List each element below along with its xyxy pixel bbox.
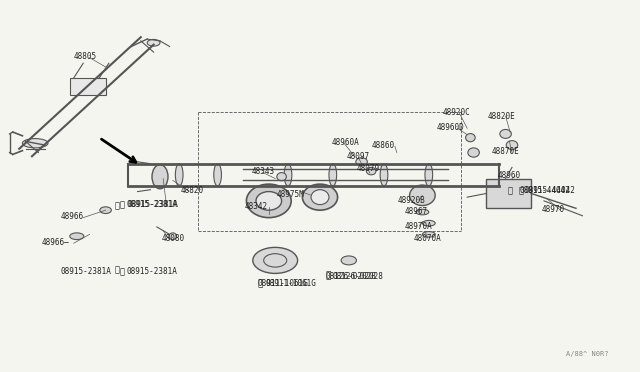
Text: 48960D: 48960D — [436, 123, 464, 132]
Text: 08915-2381A: 08915-2381A — [126, 267, 177, 276]
Text: 08126-02028: 08126-02028 — [333, 272, 383, 280]
Text: 48966: 48966 — [61, 212, 84, 221]
Text: 08126-02028: 08126-02028 — [325, 272, 376, 280]
Ellipse shape — [468, 148, 479, 157]
Bar — [70, 78, 106, 95]
Text: 48967: 48967 — [404, 207, 428, 216]
Text: 48820: 48820 — [180, 186, 204, 195]
Text: Ⓟ: Ⓟ — [120, 267, 125, 276]
Text: 48920B: 48920B — [398, 196, 426, 205]
Text: Ⓝ: Ⓝ — [258, 279, 263, 288]
Text: 08915-44042: 08915-44042 — [525, 186, 575, 195]
Ellipse shape — [175, 164, 183, 186]
Ellipse shape — [284, 164, 292, 186]
Ellipse shape — [380, 164, 388, 186]
Ellipse shape — [302, 184, 338, 210]
Ellipse shape — [425, 164, 433, 186]
Text: 48343: 48343 — [252, 167, 275, 176]
Ellipse shape — [152, 164, 168, 189]
Text: Ⓑ: Ⓑ — [325, 272, 330, 280]
Text: 48342: 48342 — [244, 202, 268, 211]
Text: Ⓟ: Ⓟ — [120, 200, 125, 209]
Ellipse shape — [214, 164, 221, 186]
Text: 48820E: 48820E — [488, 112, 515, 121]
Text: 48805: 48805 — [74, 52, 97, 61]
Text: 48920C: 48920C — [443, 108, 470, 117]
Text: 48970: 48970 — [542, 205, 565, 214]
Text: Ⓟ: Ⓟ — [508, 186, 513, 195]
Text: 08915-44042: 08915-44042 — [520, 186, 570, 195]
Ellipse shape — [169, 233, 177, 240]
Ellipse shape — [506, 141, 518, 150]
Text: 48070A: 48070A — [414, 234, 442, 243]
Ellipse shape — [277, 173, 287, 181]
Text: Ⓟ: Ⓟ — [518, 186, 524, 195]
Bar — [486, 179, 531, 208]
Text: 48975M: 48975M — [276, 190, 304, 199]
Text: 48966—: 48966— — [42, 238, 69, 247]
Ellipse shape — [100, 207, 111, 214]
Ellipse shape — [416, 209, 429, 215]
Ellipse shape — [356, 158, 367, 166]
Text: 48960: 48960 — [497, 171, 520, 180]
Ellipse shape — [500, 129, 511, 138]
Ellipse shape — [329, 164, 337, 186]
Text: 48970A: 48970A — [404, 222, 432, 231]
Text: Ⓟ: Ⓟ — [115, 265, 120, 274]
Text: 08911-1061G: 08911-1061G — [258, 279, 308, 288]
Ellipse shape — [366, 167, 376, 175]
Ellipse shape — [22, 139, 48, 148]
Text: Ⓟ: Ⓟ — [115, 201, 120, 210]
Circle shape — [253, 247, 298, 273]
Text: 08915-2381A: 08915-2381A — [61, 267, 111, 276]
Text: 48080: 48080 — [162, 234, 185, 243]
Text: 48097: 48097 — [347, 153, 370, 161]
Ellipse shape — [311, 190, 329, 205]
Text: 48870E: 48870E — [492, 147, 519, 156]
Ellipse shape — [465, 134, 475, 142]
Text: 08915-2381A: 08915-2381A — [128, 200, 179, 209]
Text: 48079: 48079 — [356, 164, 380, 173]
Ellipse shape — [70, 233, 84, 240]
Circle shape — [341, 256, 356, 265]
Ellipse shape — [422, 231, 435, 237]
Ellipse shape — [246, 184, 291, 218]
Ellipse shape — [256, 192, 282, 210]
Text: 48960A: 48960A — [332, 138, 359, 147]
Ellipse shape — [422, 220, 435, 226]
Ellipse shape — [410, 185, 435, 205]
Ellipse shape — [147, 39, 160, 46]
Text: 08911-1061G: 08911-1061G — [266, 279, 316, 288]
Text: 08915-2381A: 08915-2381A — [126, 200, 177, 209]
Text: A/88^ N0R?: A/88^ N0R? — [566, 351, 608, 357]
Text: 48860: 48860 — [372, 141, 395, 150]
